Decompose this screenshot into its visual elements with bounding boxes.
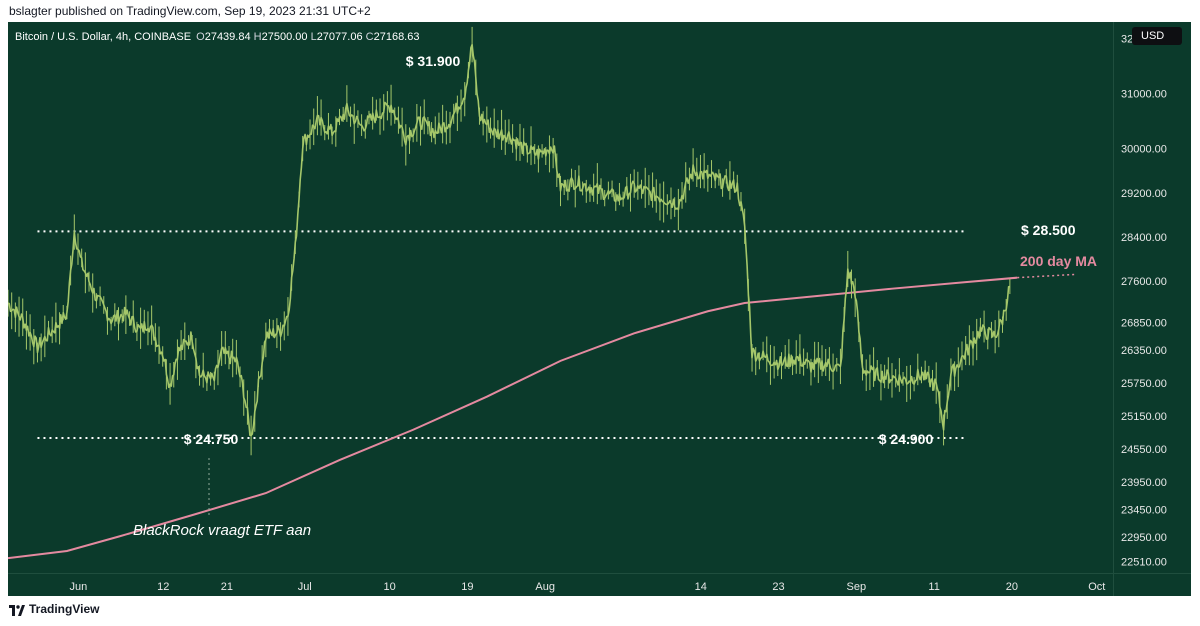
x-tick-label: Aug xyxy=(535,581,555,593)
x-tick-label: 21 xyxy=(221,581,233,593)
x-tick-label: 14 xyxy=(695,581,707,593)
y-tick-label: 25150.00 xyxy=(1121,411,1167,423)
x-tick-label: 11 xyxy=(928,581,939,593)
ma-label: 200 day MA xyxy=(1020,253,1097,269)
low-june-label: $ 24.750 xyxy=(184,431,239,447)
x-tick-label: 23 xyxy=(772,581,784,593)
y-tick-label: 22510.00 xyxy=(1121,556,1167,568)
x-tick-label: 19 xyxy=(461,581,473,593)
y-axis: 32000.0031000.0030000.0029200.0028400.00… xyxy=(1121,34,1167,569)
y-tick-label: 23450.00 xyxy=(1121,505,1167,517)
y-tick-label: 26850.00 xyxy=(1121,317,1167,329)
high-value: 27500.00 xyxy=(261,31,308,43)
ma-line xyxy=(8,276,1018,560)
footer: TradingView xyxy=(0,596,1200,626)
ma-projection xyxy=(1017,273,1077,279)
time-axis-divider xyxy=(8,573,1191,574)
y-tick-label: 31000.00 xyxy=(1121,89,1167,101)
x-tick-label: Sep xyxy=(847,581,867,593)
event-label: BlackRock vraagt ETF aan xyxy=(133,522,311,539)
x-axis: Jun 12 21 Jul 10 19 Aug 14 23 Sep 11 20 Oct xyxy=(70,581,1106,593)
brand-name: TradingView xyxy=(29,602,100,616)
y-tick-label: 26350.00 xyxy=(1121,345,1167,357)
price-axis-divider xyxy=(1113,22,1114,596)
open-value: 27439.84 xyxy=(204,31,251,43)
y-tick-label: 27600.00 xyxy=(1121,276,1167,288)
y-tick-label: 22950.00 xyxy=(1121,532,1167,544)
annotation-layer: $ 31.900 $ 24.750 $ 24.900 $ 28.500 200 … xyxy=(133,53,1097,539)
high-key: H xyxy=(253,31,262,43)
y-tick-label: 24550.00 xyxy=(1121,444,1167,456)
y-tick-label: 25750.00 xyxy=(1121,378,1167,390)
symbol-name: Bitcoin / U.S. Dollar, 4h, COINBASE xyxy=(15,31,192,43)
open-key: O xyxy=(196,31,205,43)
high-label: $ 31.900 xyxy=(406,53,461,69)
ma-layer xyxy=(8,273,1077,560)
x-tick-label: 20 xyxy=(1006,581,1018,593)
y-tick-label: 23950.00 xyxy=(1121,477,1167,489)
currency-button[interactable]: USD xyxy=(1132,27,1182,45)
symbol-legend[interactable]: Bitcoin / U.S. Dollar, 4h, COINBASE O274… xyxy=(15,31,419,43)
y-tick-label: 30000.00 xyxy=(1121,144,1167,156)
low-key: L xyxy=(310,31,317,43)
low-value: 27077.06 xyxy=(316,31,363,43)
x-tick-label: 12 xyxy=(157,581,169,593)
level-lines xyxy=(37,230,966,440)
price-chart: $ 31.900 $ 24.750 $ 24.900 $ 28.500 200 … xyxy=(8,26,1167,593)
publisher-bar: bslagter published on TradingView.com, S… xyxy=(0,0,1200,22)
publisher-line: bslagter published on TradingView.com, S… xyxy=(9,4,371,18)
x-tick-label: 10 xyxy=(383,581,395,593)
price-line xyxy=(8,43,1011,437)
close-value: 27168.63 xyxy=(373,31,420,43)
price-layer xyxy=(8,26,1011,456)
x-tick-label: Oct xyxy=(1088,581,1105,593)
x-tick-label: Jul xyxy=(298,581,312,593)
y-tick-label: 29200.00 xyxy=(1121,188,1167,200)
x-tick-label: Jun xyxy=(70,581,88,593)
resistance-label: $ 28.500 xyxy=(1021,222,1076,238)
y-tick-label: 28400.00 xyxy=(1121,232,1167,244)
close-key: C xyxy=(365,31,374,43)
tradingview-logo-icon xyxy=(9,605,25,616)
low-sep-label: $ 24.900 xyxy=(879,431,934,447)
chart-area[interactable]: $ 31.900 $ 24.750 $ 24.900 $ 28.500 200 … xyxy=(8,22,1191,596)
